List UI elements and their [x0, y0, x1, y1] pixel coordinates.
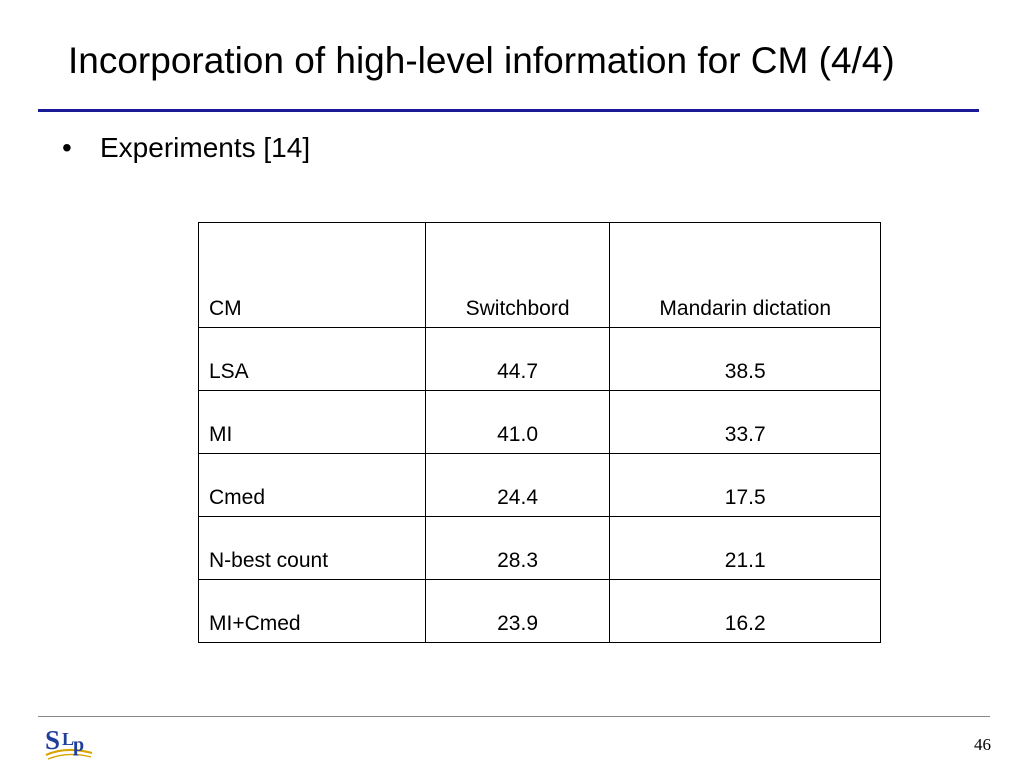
mandarin-value: 16.2	[609, 579, 881, 643]
bullet-item: • Experiments [14]	[62, 130, 310, 166]
bullet-text: Experiments [14]	[100, 132, 311, 163]
table-row: MI+Cmed 23.9 16.2	[198, 579, 881, 643]
switchbord-value: 28.3	[424, 516, 611, 580]
mandarin-value: 17.5	[609, 453, 881, 517]
header-cm: CM	[198, 222, 426, 328]
mandarin-value: 21.1	[609, 516, 881, 580]
row-label: N-best count	[198, 516, 426, 580]
svg-text:S: S	[45, 725, 60, 755]
switchbord-value: 23.9	[424, 579, 611, 643]
slp-logo-icon: S L p	[45, 725, 93, 760]
results-table: CM Switchbord Mandarin dictation LSA 44.…	[198, 222, 881, 643]
table-row: N-best count 28.3 21.1	[198, 516, 881, 580]
switchbord-value: 24.4	[424, 453, 611, 517]
table-header-row: CM Switchbord Mandarin dictation	[198, 222, 881, 328]
slide-title: Incorporation of high-level information …	[68, 40, 895, 81]
bullet-marker: •	[62, 132, 72, 163]
table-row: MI 41.0 33.7	[198, 390, 881, 454]
title-divider	[38, 109, 979, 112]
mandarin-value: 33.7	[609, 390, 881, 454]
row-label: LSA	[198, 327, 426, 391]
svg-text:p: p	[73, 734, 84, 756]
row-label: Cmed	[198, 453, 426, 517]
row-label: MI+Cmed	[198, 579, 426, 643]
header-mandarin-dictation: Mandarin dictation	[609, 222, 881, 328]
svg-text:L: L	[62, 729, 74, 749]
switchbord-value: 41.0	[424, 390, 611, 454]
table-row: Cmed 24.4 17.5	[198, 453, 881, 517]
footer-divider	[38, 716, 990, 717]
row-label: MI	[198, 390, 426, 454]
table-row: LSA 44.7 38.5	[198, 327, 881, 391]
switchbord-value: 44.7	[424, 327, 611, 391]
mandarin-value: 38.5	[609, 327, 881, 391]
page-number: 46	[974, 735, 991, 754]
header-switchbord: Switchbord	[424, 222, 611, 328]
